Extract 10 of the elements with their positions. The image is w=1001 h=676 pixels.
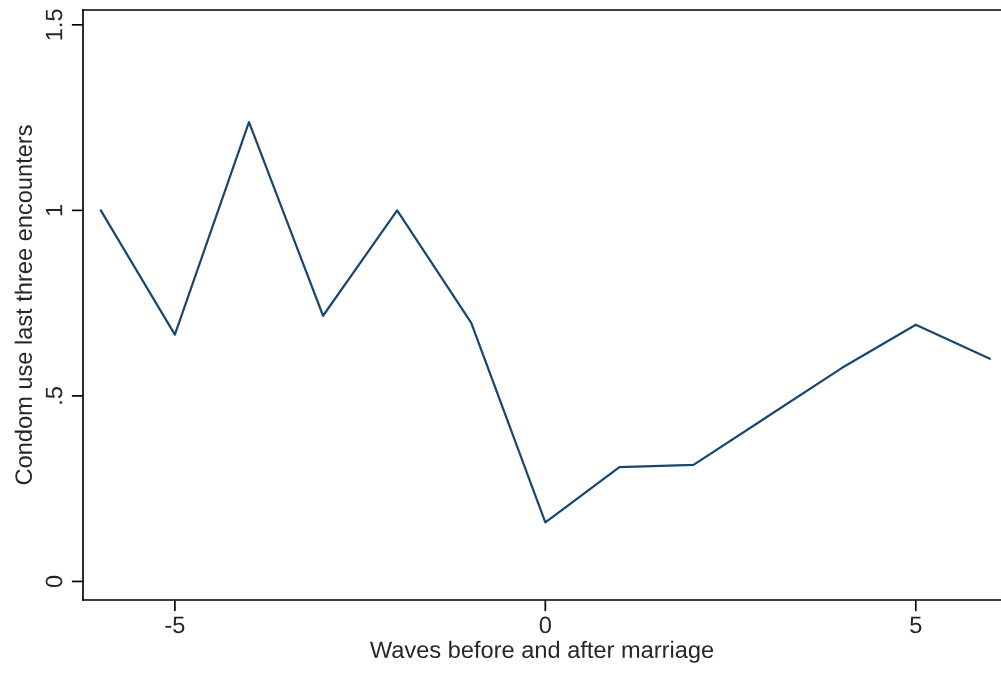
line-series — [99, 120, 991, 524]
y-tick-label: 1.5 — [45, 9, 63, 40]
x-tick-label: 5 — [910, 616, 922, 634]
y-tick-label: .5 — [45, 387, 63, 404]
y-axis-title: Condom use last three encounters — [14, 125, 33, 485]
y-tick-label: 1 — [45, 204, 63, 216]
x-tick-label: -5 — [165, 616, 185, 634]
x-axis-title: Waves before and after marriage — [369, 640, 714, 663]
y-tick-label: 0 — [45, 575, 63, 588]
x-tick-label: 0 — [539, 616, 551, 634]
